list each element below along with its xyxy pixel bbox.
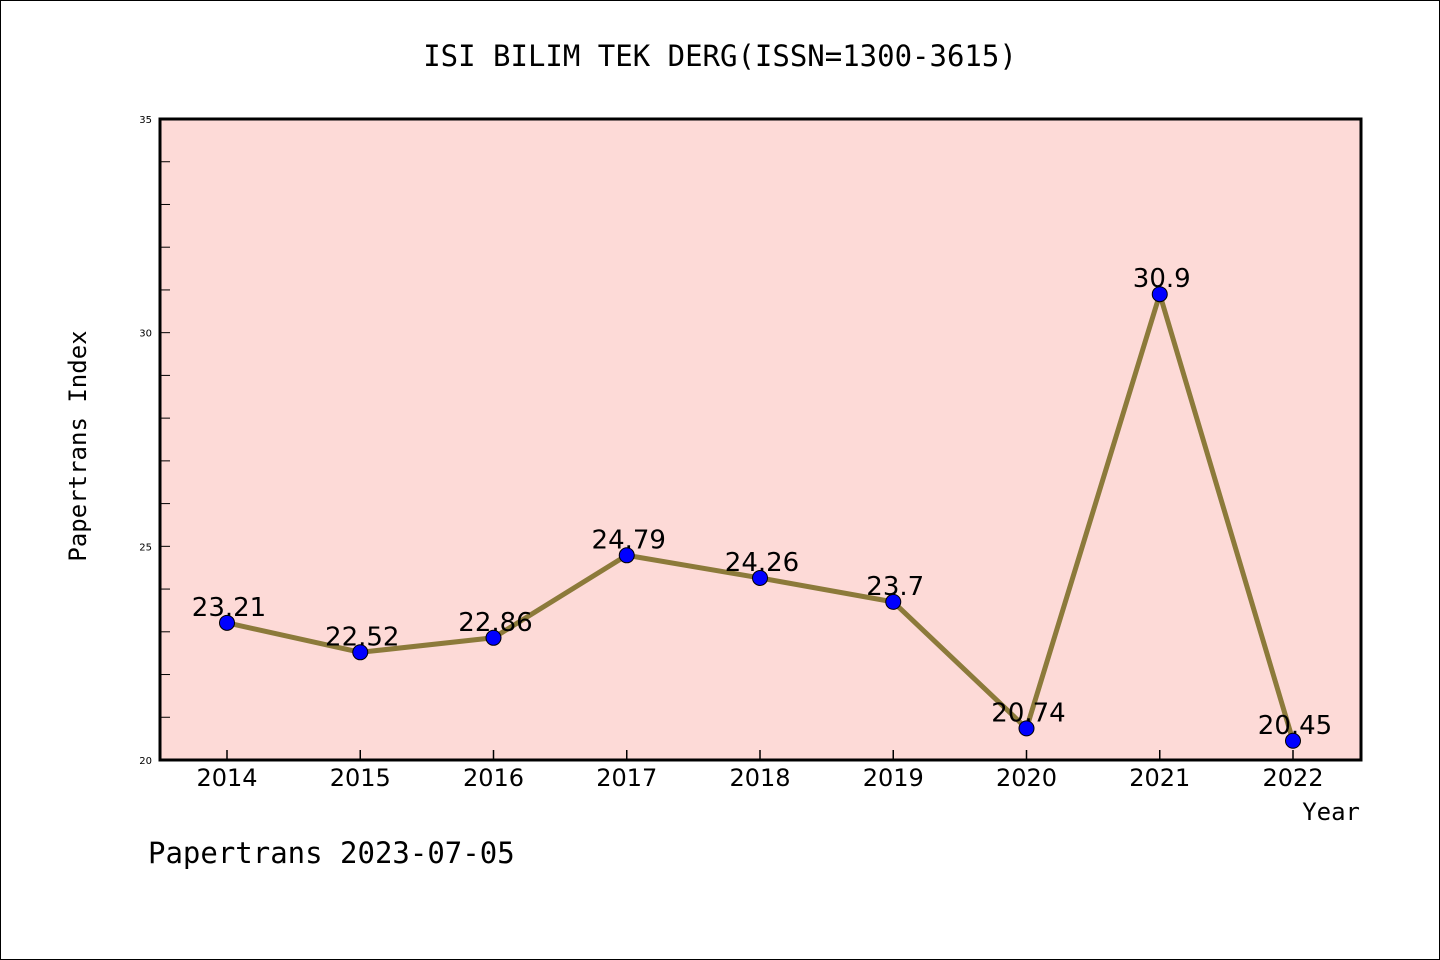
data-point — [1151, 286, 1168, 303]
x-tick-label: 2014 — [196, 764, 257, 792]
data-label: 23.21 — [192, 593, 266, 623]
data-point — [352, 644, 369, 661]
data-point — [618, 547, 635, 564]
data-point — [752, 569, 768, 586]
data-point — [219, 614, 235, 631]
x-tick-label: 2015 — [330, 764, 391, 792]
data-label: 24.26 — [725, 548, 799, 578]
series-group: 23.21 22.52 22.86 24.79 24.26 23.7 20.74 30.9 20… — [192, 264, 1332, 749]
data-label: 20.45 — [1258, 711, 1332, 741]
data-label: 22.86 — [458, 608, 532, 638]
data-point — [1018, 720, 1035, 737]
y-axis-label: Papertrans Index — [64, 330, 92, 561]
x-tick-label: 2017 — [596, 764, 657, 792]
data-point — [885, 593, 902, 610]
x-tick-label: 2021 — [1129, 764, 1190, 792]
x-tick-label: 2022 — [1262, 764, 1323, 792]
footer-watermark: Papertrans 2023-07-05 — [148, 836, 515, 870]
x-axis: 2014 2015 2016 2017 2018 2019 2020 2021 2022 — [196, 750, 1324, 792]
y-axis: 20 25 30 35 — [139, 115, 170, 767]
data-point — [1285, 732, 1301, 749]
y-tick-label: 35 — [139, 115, 152, 126]
data-label: 23.7 — [866, 572, 924, 602]
x-tick-label: 2016 — [463, 764, 524, 792]
x-tick-label: 2019 — [863, 764, 924, 792]
y-tick-label: 25 — [139, 542, 152, 553]
x-tick-label: 2020 — [996, 764, 1057, 792]
data-label: 22.52 — [325, 622, 399, 652]
data-label: 24.79 — [592, 525, 666, 555]
y-tick-label: 30 — [139, 329, 152, 340]
chart-title: ISI BILIM TEK DERG(ISSN=1300-3615) — [423, 39, 1017, 73]
plot-area — [158, 117, 1363, 762]
data-label: 20.74 — [991, 698, 1065, 728]
x-tick-label: 2018 — [729, 764, 790, 792]
data-label: 30.9 — [1133, 264, 1191, 294]
y-tick-label: 20 — [139, 756, 152, 767]
x-axis-label: Year — [1302, 798, 1360, 826]
data-point — [485, 629, 502, 646]
